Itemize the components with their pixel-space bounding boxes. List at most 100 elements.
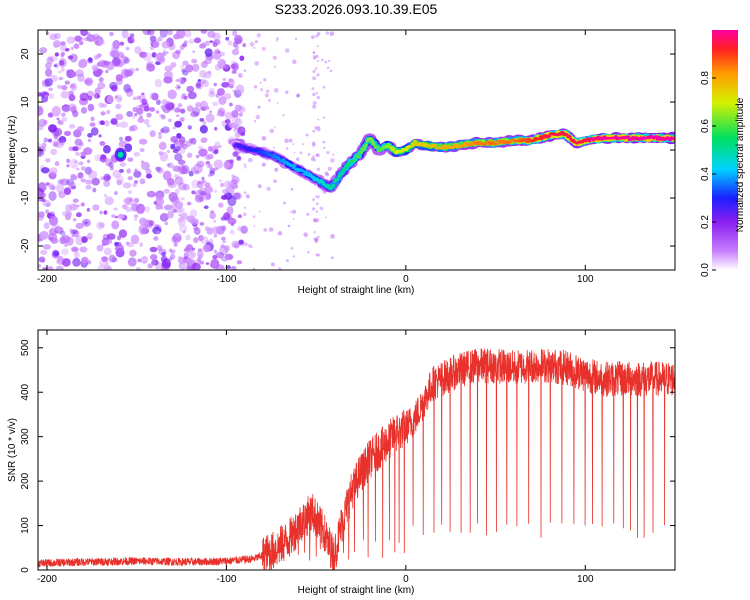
noise-blob [159, 30, 168, 38]
noise-blob [106, 109, 111, 115]
noise-blob [103, 193, 108, 198]
x-tick-label-spectrogram: 100 [577, 274, 594, 285]
noise-blob [272, 55, 277, 60]
noise-blob [177, 86, 181, 89]
noise-blob [48, 93, 55, 100]
noise-blob [167, 89, 177, 100]
noise-blob [163, 188, 170, 194]
noise-blob [183, 40, 188, 44]
noise-blob [213, 234, 218, 238]
noise-blob [219, 51, 226, 57]
ridge-blob [587, 139, 592, 143]
noise-blob [201, 137, 208, 143]
noise-blob [204, 40, 211, 47]
noise-blob [191, 179, 199, 189]
noise-blob [261, 46, 266, 51]
noise-blob [106, 61, 115, 71]
noise-blob [158, 132, 162, 136]
noise-blob [237, 226, 244, 232]
noise-blob [207, 30, 216, 38]
noise-blob [179, 166, 189, 175]
noise-blob [172, 201, 178, 206]
noise-blob [136, 107, 144, 115]
noise-blob [40, 167, 50, 174]
noise-blob [235, 38, 242, 44]
colorbar-tick-label: 0.2 [700, 215, 711, 229]
spectrogram-ylabel: Frequency (Hz) [7, 116, 18, 185]
noise-blob [242, 43, 247, 48]
noise-blob [80, 30, 88, 37]
noise-blob [158, 134, 162, 139]
noise-blob [197, 257, 202, 263]
noise-blob [113, 207, 118, 211]
noise-blob [142, 255, 147, 260]
ridge-blob [364, 143, 368, 147]
noise-blob [199, 124, 208, 134]
noise-blob [173, 242, 178, 247]
noise-blob [57, 119, 62, 124]
noise-blob [195, 102, 202, 108]
noise-blob [71, 71, 77, 78]
ridge-blob [281, 158, 285, 162]
noise-blob [209, 211, 216, 220]
noise-blob [191, 58, 198, 64]
noise-blob [180, 143, 185, 148]
y-tick-label-snr: 300 [20, 428, 31, 445]
noise-blob [44, 94, 48, 98]
noise-blob [133, 197, 140, 204]
ridge-blob [565, 133, 569, 136]
noise-blob [250, 245, 253, 249]
noise-blob [205, 105, 210, 110]
noise-blob [214, 126, 218, 131]
noise-blob [106, 95, 114, 104]
noise-blob [154, 78, 163, 88]
noise-blob [222, 188, 229, 195]
ridge-blob [488, 142, 493, 146]
noise-blob [149, 45, 155, 51]
noise-blob [160, 114, 166, 120]
ridge-blob [353, 158, 357, 162]
noise-blob [110, 118, 118, 125]
noise-blob [243, 206, 246, 209]
noise-blob [197, 250, 204, 258]
noise-blob [181, 68, 187, 73]
ridge-blob [369, 137, 373, 141]
colorbar-ticks: 0.0 0.2 0.4 0.6 0.8 [700, 71, 716, 277]
noise-blob [103, 173, 111, 182]
noise-blob [209, 40, 213, 43]
noise-blob [143, 118, 150, 125]
noise-blob [146, 112, 152, 118]
noise-blob [75, 222, 84, 230]
noise-blob [92, 33, 100, 39]
noise-blob [193, 37, 202, 44]
noise-blob [134, 46, 142, 55]
noise-blob [329, 31, 335, 36]
noise-blob [278, 267, 282, 270]
ridge-blob [567, 134, 572, 139]
noise-blob [194, 189, 204, 200]
noise-blob [325, 31, 329, 35]
noise-blob [151, 260, 157, 266]
noise-blob [313, 217, 317, 222]
noise-blob [182, 183, 190, 191]
noise-blob [72, 257, 81, 267]
noise-blob [97, 81, 106, 90]
noise-blob [306, 212, 310, 216]
noise-blob [166, 163, 171, 167]
noise-blob [115, 103, 122, 110]
noise-blob [312, 197, 315, 201]
y-tick-label-spectrogram: -10 [20, 190, 31, 205]
noise-blob [140, 227, 148, 234]
noise-blob [134, 113, 138, 117]
noise-blob [191, 63, 200, 72]
noise-blob [326, 66, 330, 70]
noise-blob [80, 107, 88, 114]
noise-blob [87, 138, 92, 143]
noise-blob [253, 46, 256, 49]
noise-blob [315, 210, 319, 213]
noise-blob [185, 234, 191, 241]
noise-blob [282, 114, 285, 117]
noise-blob [142, 52, 152, 62]
colorbar: 0.0 0.2 0.4 0.6 0.8 Normalized spectral ampl… [700, 30, 746, 277]
noise-blob [175, 30, 186, 39]
